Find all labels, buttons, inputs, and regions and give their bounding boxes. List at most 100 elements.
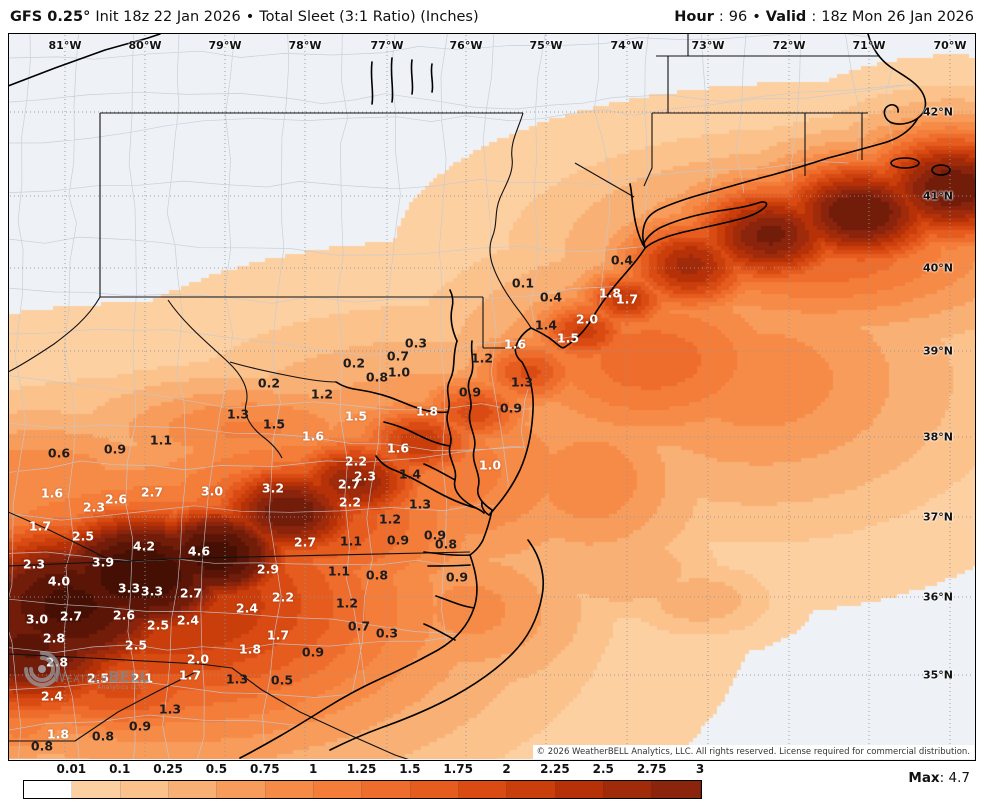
contour-value-label: 3.0 [200,483,224,499]
contour-value-label: 1.0 [478,457,502,473]
contour-value-label: 1.3 [408,496,432,512]
colorbar-tick-label: 2.25 [540,762,570,776]
legend-footer: 0.01 0.1 0.25 0.5 0.75 1 1.25 1.5 1.75 2 2.25 2.5 2.… [0,761,984,808]
contour-value-label: 1.7 [28,518,52,534]
contour-value-label: 0.8 [434,536,458,552]
copyright-notice: © 2026 WeatherBELL Analytics, LLC. All r… [532,745,974,759]
colorbar-tick-label: 2 [502,762,511,776]
colorbar-segment [24,781,73,798]
contour-value-label: 1.2 [335,595,359,611]
contour-value-label: 1.5 [344,408,368,424]
lon-axis-label: 75°W [529,39,563,52]
info-bullet: • [752,8,761,25]
colorbar-tick-label: 0.25 [153,762,183,776]
contour-value-label: 0.9 [445,569,469,585]
contour-value-label: 1.8 [598,285,622,301]
colorbar-segment [72,781,121,798]
contour-value-label: 1.4 [398,466,422,482]
lon-axis-label: 72°W [772,39,806,52]
contour-value-label: 0.2 [257,375,281,391]
colorbar-tick-label: 2.75 [636,762,667,776]
hour-value: 96 [728,8,748,25]
contour-value-label: 2.7 [140,484,164,500]
contour-value-label: 1.7 [615,291,639,307]
contour-value-label: 2.5 [86,670,110,686]
lon-axis-label: 76°W [449,39,483,52]
contour-value-label: 1.1 [149,432,173,448]
contour-value-label: 3.3 [140,583,164,599]
contour-value-label: 2.7 [337,476,361,492]
contour-value-label: 1.7 [266,627,290,643]
contour-value-label: 2.2 [338,494,362,510]
lat-axis-label: 40°N [922,261,954,275]
contour-value-label: 2.9 [256,561,280,577]
colorbar-tick-label: 2.5 [592,762,614,776]
colorbar-segment [217,781,266,798]
valid-value: 18z Mon 26 Jan 2026 [821,8,974,25]
contour-value-label: 1.6 [40,485,64,501]
lon-axis-label: 79°W [208,39,242,52]
model-name: GFS 0.25° [10,8,91,25]
contour-value-label: 2.5 [71,528,95,544]
contour-value-label: 0.8 [91,728,115,744]
forecast-info: Hour: 96 • Valid: 18z Mon 26 Jan 2026 [674,8,974,25]
contour-value-label: 2.4 [235,600,259,616]
contour-value-label: 0.2 [342,355,366,371]
colorbar-segment [555,781,605,798]
lat-axis-label: 42°N [922,105,954,119]
colorbar-segment [314,781,363,798]
lon-axis-label: 74°W [610,39,644,52]
contour-value-label: 0.8 [365,567,389,583]
lon-axis-label: 77°W [370,39,404,52]
contour-value-label: 2.0 [186,651,210,667]
colorbar-segment [507,781,556,798]
colorbar-segment [169,781,218,798]
contour-value-label: 2.6 [104,491,128,507]
contour-value-label: 0.5 [270,672,294,688]
chart-title: GFS 0.25° Init 18z 22 Jan 2026 • Total S… [10,9,479,25]
colorbar-segment [459,781,508,798]
contour-value-label: 0.9 [423,527,447,543]
lat-axis-label: 39°N [922,344,954,358]
contour-value-label: 1.6 [503,336,527,352]
contour-value-label: 1.7 [178,667,202,683]
max-label: Max [908,770,940,786]
contour-value-label: 2.5 [146,617,170,633]
contour-value-label: 0.8 [30,738,54,754]
colorbar-segment [410,781,460,798]
contour-value-label: 1.2 [470,350,494,366]
contour-value-label: 0.7 [386,348,410,364]
colorbar-tick-label: 1.5 [399,762,421,776]
contour-value-label: 0.6 [47,445,71,461]
colorbar-tick-label: 0.5 [205,762,228,776]
max-value: 4.7 [948,770,970,786]
contour-value-label: 2.8 [42,630,66,646]
contour-value-label: 2.6 [112,607,136,623]
colorbar-tick-label: 0.75 [249,762,280,776]
lat-axis-label: 37°N [922,510,954,524]
contour-value-label: 1.3 [158,701,182,717]
contour-value-label: 0.4 [610,252,634,268]
contour-value-label: 1.8 [46,726,70,742]
weatherbell-logo: WeatherBELL Analytics LLC [19,646,169,708]
contour-value-label: 2.2 [344,453,368,469]
lon-axis-label: 71°W [852,39,886,52]
colorbar-tick-label: 0.1 [109,762,131,776]
contour-value-label: 1.1 [339,533,363,549]
colorbar-tick-label: 1.75 [443,762,474,776]
state-borders [9,34,880,759]
contour-value-label: 2.7 [59,608,83,624]
contour-value-label: 0.7 [347,618,371,634]
contour-value-label: 3.9 [91,554,115,570]
contour-value-label: 1.5 [262,416,286,432]
colorbar-segment [652,781,701,798]
contour-value-label: 2.4 [176,612,200,628]
hurricane-swirl-icon [24,651,60,687]
contour-value-label: 0.9 [301,644,325,660]
contour-value-label: 1.0 [387,364,411,380]
contour-value-label: 0.3 [375,625,399,641]
contour-value-label: 2.1 [130,670,154,686]
colorbar-segment [120,781,170,798]
contour-value-label: 1.3 [226,406,250,422]
